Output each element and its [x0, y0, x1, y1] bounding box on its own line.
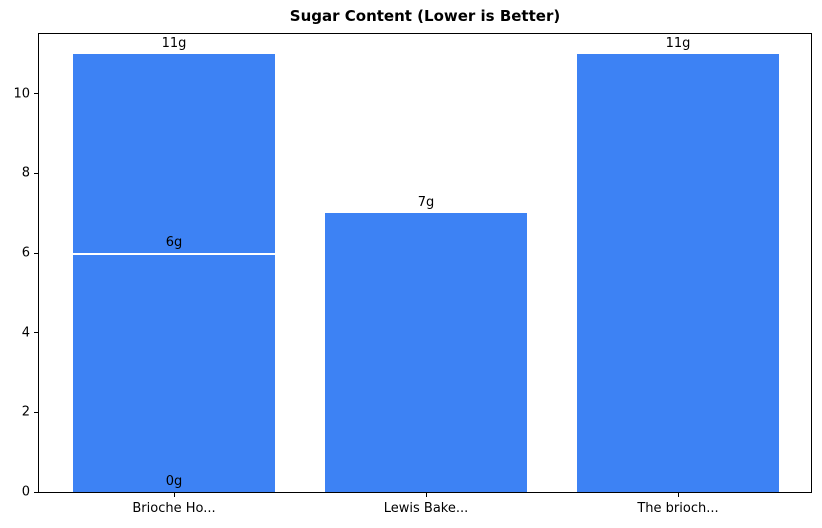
bar: [73, 53, 275, 492]
y-tick-mark: [34, 332, 38, 334]
bar-value-label: 11g: [665, 35, 691, 51]
y-tick-label: 0: [21, 484, 30, 500]
bar-separator-line: [73, 252, 275, 256]
bar: [325, 213, 527, 492]
x-tick-mark: [174, 493, 175, 497]
y-tick-mark: [34, 252, 38, 254]
y-tick-mark: [34, 411, 38, 413]
x-tick-label: Brioche Ho...: [132, 501, 216, 516]
x-tick-mark: [678, 493, 679, 497]
bar: [577, 53, 779, 492]
y-tick-label: 10: [13, 86, 30, 102]
chart-title: Sugar Content (Lower is Better): [289, 7, 561, 25]
y-tick-label: 4: [21, 325, 30, 341]
bar-value-label: 6g: [165, 235, 183, 251]
x-tick-label: Lewis Bake...: [383, 501, 469, 516]
bar-value-label: 7g: [417, 195, 435, 211]
plot-area: 11g 6g 0g 7g 11g: [38, 33, 812, 493]
y-tick-mark: [34, 172, 38, 174]
y-tick-mark: [34, 491, 38, 493]
y-tick-label: 2: [21, 404, 30, 420]
x-tick-mark: [426, 493, 427, 497]
y-tick-label: 8: [21, 165, 30, 181]
y-tick-label: 6: [21, 245, 30, 261]
x-tick-label: The brioch...: [637, 501, 719, 516]
y-tick-mark: [34, 93, 38, 95]
bar-value-label: 0g: [165, 474, 183, 489]
bar-value-label: 11g: [161, 35, 187, 51]
